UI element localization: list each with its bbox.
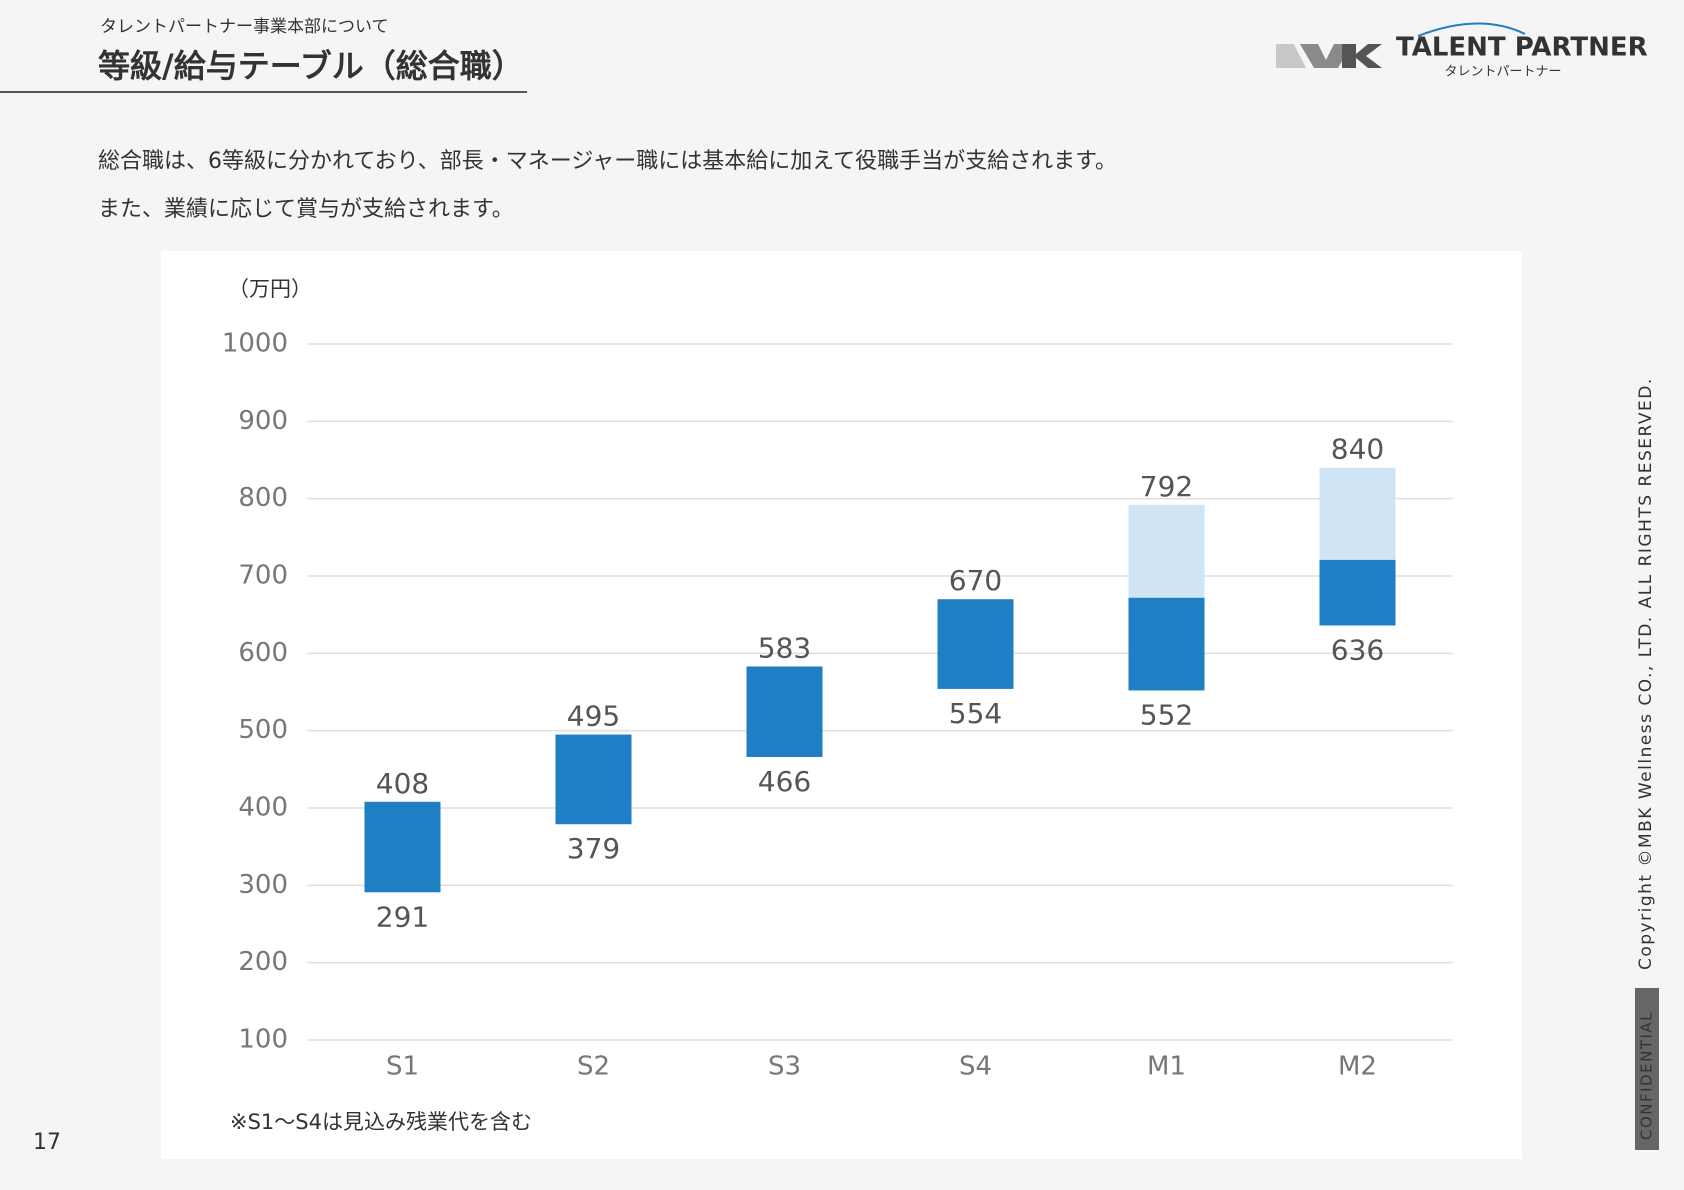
confidential-box — [1635, 988, 1659, 1150]
x-tick-label: M2 — [1338, 1052, 1377, 1082]
page-number: 17 — [33, 1130, 61, 1155]
bar-segment — [364, 801, 441, 893]
bar-segment — [1319, 467, 1396, 560]
bar-segment — [937, 599, 1014, 689]
description: 総合職は、6等級に分かれており、部長・マネージャー職には基本給に加えて役職手当が… — [98, 149, 1117, 174]
y-tick-label: 400 — [238, 793, 288, 823]
footnote: ※S1～S4は見込み残業代を含む — [230, 1110, 532, 1134]
bar-segment — [1128, 504, 1205, 598]
chart-panel — [161, 251, 1522, 1159]
value-label: 291 — [376, 900, 429, 933]
value-label: 670 — [949, 564, 1002, 597]
copyright: Copyright ©MBK Wellness CO., LTD. ALL RI… — [1636, 377, 1656, 970]
y-tick-label: 600 — [238, 638, 288, 668]
y-tick-label: 800 — [238, 483, 288, 513]
x-tick-label: S3 — [768, 1052, 801, 1082]
y-tick-label: 200 — [238, 947, 288, 977]
y-tick-label: 500 — [238, 715, 288, 745]
bar-segment — [1128, 597, 1205, 691]
value-label: 495 — [567, 700, 620, 733]
logo-text: TALENT PARTNER — [1396, 33, 1648, 63]
value-label: 840 — [1331, 433, 1384, 466]
bar-segment — [746, 666, 823, 757]
section-label: タレントパートナー事業本部について — [100, 17, 389, 37]
x-tick-label: S4 — [959, 1052, 992, 1082]
value-label: 379 — [567, 832, 620, 865]
y-tick-label: 900 — [238, 406, 288, 436]
logo: TALENT PARTNER タレントパートナー — [1276, 22, 1648, 80]
page-title: 等級/給与テーブル（総合職） — [98, 47, 524, 85]
bar-segment — [1319, 559, 1396, 626]
value-label: 636 — [1331, 633, 1384, 666]
description: また、業績に応じて賞与が支給されます。 — [98, 197, 514, 222]
logo-subtext: タレントパートナー — [1444, 65, 1561, 80]
value-label: 792 — [1140, 470, 1193, 503]
confidential: CONFIDENTIAL — [1638, 1011, 1656, 1140]
value-label: 408 — [376, 767, 429, 800]
x-tick-label: S1 — [386, 1052, 419, 1082]
y-tick-label: 700 — [238, 561, 288, 591]
plot: 100 200 300 400 500 600 700 800 900 1000 408 291 S1 4… — [222, 329, 1453, 1082]
y-tick-label: 100 — [238, 1025, 288, 1055]
value-label: 552 — [1140, 698, 1193, 731]
value-label: 554 — [949, 697, 1002, 730]
value-label: 466 — [758, 765, 811, 798]
y-tick-label: 300 — [238, 870, 288, 900]
x-tick-label: S2 — [577, 1052, 610, 1082]
value-label: 583 — [758, 631, 811, 664]
bar-segment — [555, 734, 632, 825]
unit-label: （万円） — [228, 277, 312, 301]
y-tick-label: 1000 — [222, 329, 288, 359]
x-tick-label: M1 — [1147, 1052, 1186, 1082]
